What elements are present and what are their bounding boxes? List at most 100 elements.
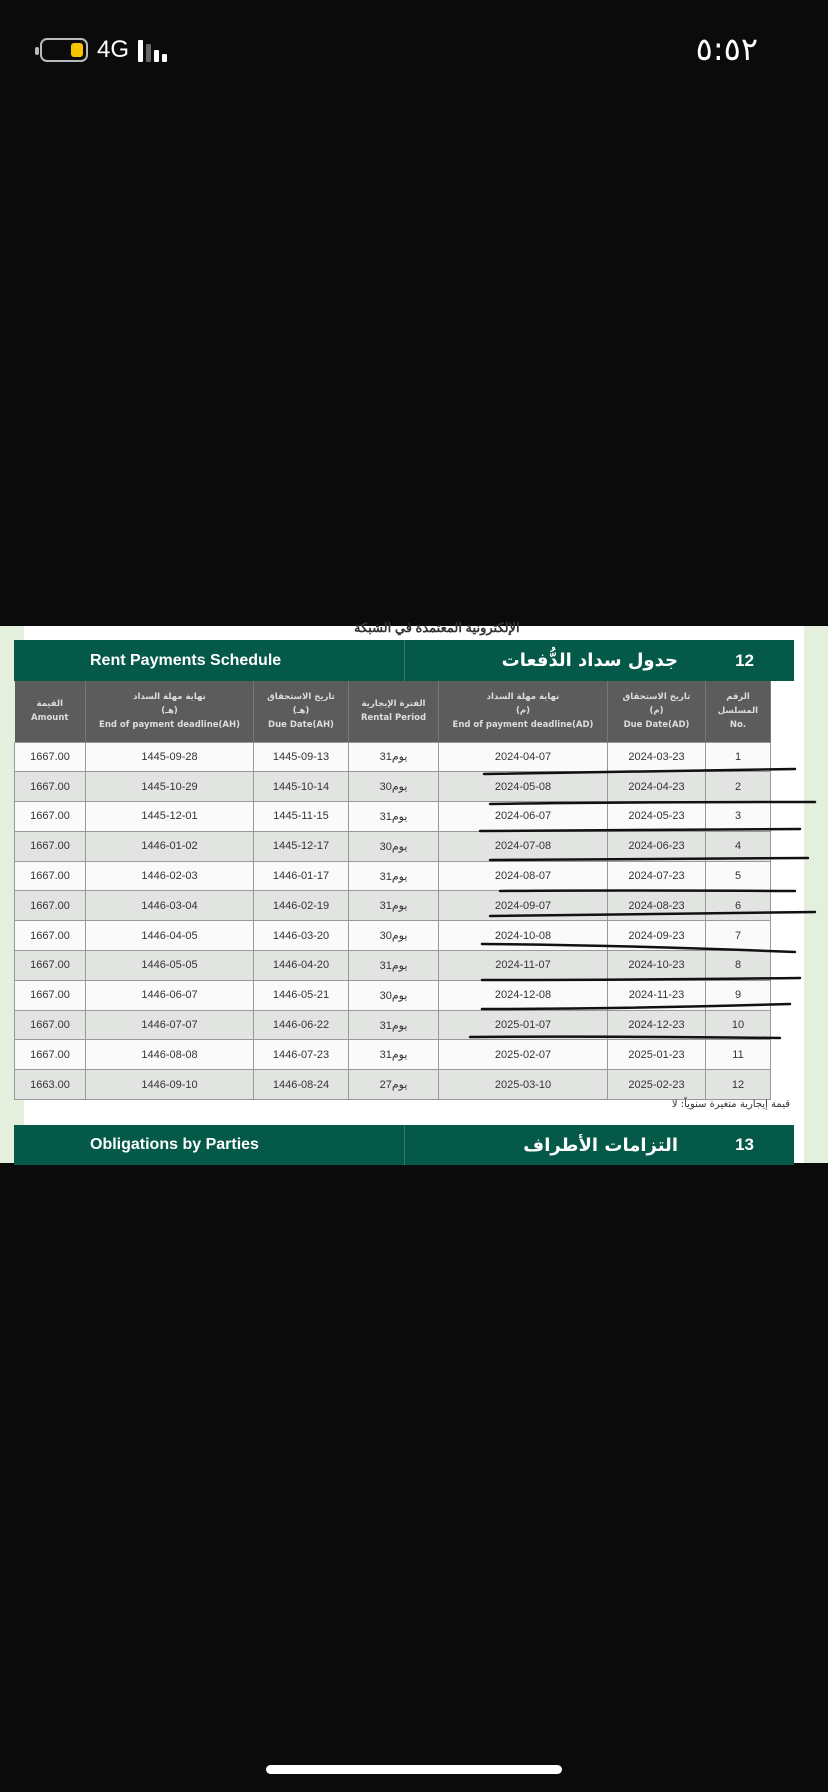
table-cell: 2024-03-23 — [607, 741, 706, 773]
table-cell: 1446-08-08 — [85, 1039, 254, 1071]
table-cell: 2024-11-23 — [607, 979, 706, 1011]
table-cell: 1446-08-24 — [253, 1069, 349, 1101]
status-bar: 4G ٥:٥٢ — [0, 0, 828, 100]
table-cell: 2024-12-08 — [438, 979, 608, 1011]
column-header: القيمة Amount — [14, 681, 86, 742]
table-cell: 31يوم — [348, 950, 439, 981]
table-cell: 2025-02-07 — [438, 1039, 608, 1071]
table-row: 1667.00 1445-09-28 1445-09-13 31يوم 2024-04-… — [14, 741, 771, 773]
column-header-ar: الرقم المسلسل — [717, 692, 759, 717]
column-header-ar: نهاية مهلة السداد — [133, 692, 206, 703]
table-cell: 1446-05-05 — [85, 950, 254, 981]
table-cell: 1445-09-13 — [253, 741, 349, 773]
column-header-en: Rental Period — [360, 713, 427, 724]
table-cell: 7 — [705, 920, 771, 952]
table-cell: 2024-12-23 — [607, 1009, 706, 1041]
table-cell: 2024-11-07 — [438, 950, 608, 981]
table-cell: 1446-05-21 — [253, 979, 349, 1011]
column-header-en: End of payment deadline(AD) — [452, 720, 594, 731]
table-cell: 1667.00 — [14, 950, 86, 981]
document-image: الإلكترونية المعتمدة في الشبكة Rent Paym… — [0, 620, 828, 1165]
table-cell: 2024-10-08 — [438, 920, 608, 952]
table-cell: 1446-01-17 — [253, 860, 349, 892]
table-cell: 1446-09-10 — [85, 1069, 254, 1101]
table-cell: 1667.00 — [14, 830, 86, 862]
table-row: 1667.00 1446-07-07 1446-06-22 31يوم 2025-01-… — [14, 1009, 771, 1041]
table-cell: 30يوم — [348, 979, 439, 1011]
column-header: تاريخ الاستحقاق (هـ) Due Date(AH) — [253, 681, 349, 742]
table-cell: 1446-04-05 — [85, 920, 254, 952]
column-header: نهاية مهلة السداد (هـ) End of payment dead… — [85, 681, 254, 742]
column-header-en: Amount — [31, 713, 69, 724]
table-cell: 2024-06-07 — [438, 801, 608, 832]
column-header-sub: (م) — [515, 706, 530, 717]
table-cell: 31يوم — [348, 890, 439, 922]
section-title-ar: جدول سداد الدُّفعات — [501, 650, 678, 671]
table-cell: 1445-12-01 — [85, 801, 254, 832]
table-cell: 9 — [705, 979, 771, 1011]
column-header-en: Due Date(AD) — [623, 720, 690, 731]
table-cell: 1445-11-15 — [253, 801, 349, 832]
section-13-header: Obligations by Parties التزامات الأطراف … — [14, 1125, 794, 1165]
table-cell: 1663.00 — [14, 1069, 86, 1101]
table-cell: 1445-12-17 — [253, 830, 349, 862]
section-title-en: Rent Payments Schedule — [90, 651, 282, 669]
table-cell: 2024-10-23 — [607, 950, 706, 981]
column-header-ar: نهاية مهلة السداد — [486, 692, 560, 703]
variable-rent-note: قيمة إيجارية متغيرة سنوياً: لا — [671, 1099, 790, 1110]
table-cell: 4 — [705, 830, 771, 862]
table-row: 1667.00 1446-08-08 1446-07-23 31يوم 2025-02-… — [14, 1039, 771, 1071]
table-cell: 2024-04-23 — [607, 771, 706, 803]
column-header: نهاية مهلة السداد (م) End of payment deadl… — [438, 681, 608, 742]
table-cell: 1446-01-02 — [85, 830, 254, 862]
table-row: 1667.00 1446-03-04 1446-02-19 31يوم 2024-09-… — [14, 890, 771, 922]
section-title-en: Obligations by Parties — [90, 1136, 259, 1153]
network-type: 4G — [97, 36, 130, 63]
table-cell: 6 — [705, 890, 771, 922]
table-cell: 1446-03-20 — [253, 920, 349, 952]
table-cell: 1446-03-04 — [85, 890, 254, 922]
table-cell: 30يوم — [348, 920, 439, 952]
table-cell: 1446-07-23 — [253, 1039, 349, 1071]
table-row: 1667.00 1446-05-05 1446-04-20 31يوم 2024-11-… — [14, 950, 771, 981]
column-header: الرقم المسلسل No. — [705, 681, 771, 742]
table-cell: 2024-04-07 — [438, 741, 608, 773]
table-cell: 27يوم — [348, 1069, 439, 1101]
section-number: 13 — [735, 1135, 754, 1154]
table-cell: 3 — [705, 801, 771, 832]
table-cell: 31يوم — [348, 1039, 439, 1071]
table-cell: 2024-09-23 — [607, 920, 706, 952]
table-cell: 2 — [705, 771, 771, 803]
table-cell: 2024-08-07 — [438, 860, 608, 892]
table-cell: 2025-01-23 — [607, 1039, 706, 1071]
column-header-sub: (م) — [649, 706, 664, 717]
column-header-ar: تاريخ الاستحقاق — [622, 692, 691, 703]
column-header-en: No. — [729, 720, 747, 731]
table-row: 1667.00 1446-06-07 1446-05-21 30يوم 2024-12-… — [14, 979, 771, 1011]
table-cell: 31يوم — [348, 1009, 439, 1041]
table-cell: 2024-08-23 — [607, 890, 706, 922]
table-row: 1667.00 1446-01-02 1445-12-17 30يوم 2024-07-… — [14, 830, 771, 862]
home-indicator[interactable] — [266, 1765, 562, 1774]
table-cell: 31يوم — [348, 801, 439, 832]
table-cell: 1667.00 — [14, 979, 86, 1011]
table-cell: 1667.00 — [14, 860, 86, 892]
table-cell: 2024-06-23 — [607, 830, 706, 862]
table-cell: 1445-09-28 — [85, 741, 254, 773]
table-cell: 1667.00 — [14, 1039, 86, 1071]
column-header: تاريخ الاستحقاق (م) Due Date(AD) — [607, 681, 706, 742]
table-cell: 2025-02-23 — [607, 1069, 706, 1101]
table-cell: 11 — [705, 1039, 771, 1071]
table-cell: 2024-09-07 — [438, 890, 608, 922]
table-cell: 1446-06-07 — [85, 979, 254, 1011]
column-header-ar: القيمة — [36, 699, 64, 710]
table-cell: 5 — [705, 860, 771, 892]
column-header-en: End of payment deadline(AH) — [99, 720, 240, 731]
table-cell: 1446-06-22 — [253, 1009, 349, 1041]
table-cell: 1446-02-19 — [253, 890, 349, 922]
table-cell: 8 — [705, 950, 771, 981]
table-row: 1667.00 1445-12-01 1445-11-15 31يوم 2024-06-… — [14, 801, 771, 832]
table-cell: 1667.00 — [14, 771, 86, 803]
table-cell: 12 — [705, 1069, 771, 1101]
table-cell: 2024-07-08 — [438, 830, 608, 862]
